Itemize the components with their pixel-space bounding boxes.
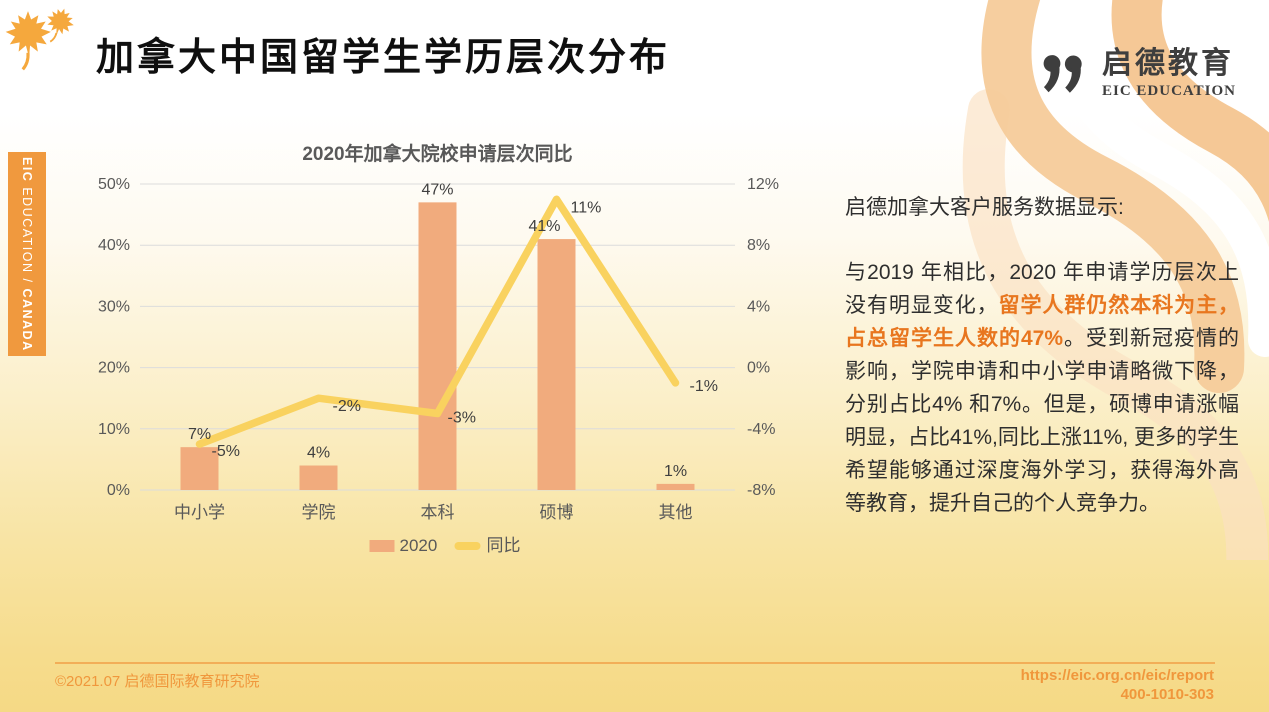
bar-其他 (656, 483, 695, 490)
side-tab-label: EIC EDUCATION / CANADA (20, 157, 34, 352)
bar-value-label: 7% (188, 426, 211, 443)
x-axis-label: 学院 (302, 503, 336, 522)
line-value-label: -2% (333, 398, 361, 415)
right-axis-tick: 8% (747, 237, 770, 254)
right-axis-tick: -4% (747, 421, 775, 438)
combo-chart: 2020年加拿大院校申请层次同比 0% -8% 10% -4% 20% 0% 30% 4% 40%… (85, 140, 785, 572)
x-axis-label: 硕博 (540, 503, 574, 522)
bar-中小学 (180, 447, 219, 490)
chart-title: 2020年加拿大院校申请层次同比 (302, 142, 572, 165)
footer-contact: https://eic.org.cn/eic/report 400-1010-3… (1021, 666, 1214, 704)
bar-硕博 (537, 239, 576, 490)
page-title: 加拿大中国留学生学历层次分布 (96, 37, 671, 79)
right-axis-tick: -8% (747, 482, 775, 499)
footer-url: https://eic.org.cn/eic/report (1020, 667, 1214, 684)
x-axis-label: 中小学 (174, 503, 225, 522)
eic-logo-text: 启德教育 EIC EDUCATION (1102, 47, 1236, 100)
bar-value-label: 1% (664, 463, 687, 480)
x-axis-label: 其他 (659, 503, 693, 522)
legend-swatch-line (454, 542, 481, 550)
legend-label-2020: 2020 (400, 536, 438, 555)
insight-heading: 启德加拿大客户服务数据显示: (845, 196, 1124, 219)
line-value-label: -5% (212, 443, 240, 460)
bar-value-label: 47% (421, 181, 453, 198)
x-axis-label: 本科 (421, 503, 455, 522)
left-axis-tick: 0% (107, 482, 130, 499)
insight-text-post: 。受到新冠疫情的影响，学院申请和中小学申请略微下降，分别占比4% 和7%。但是，… (845, 327, 1240, 515)
line-value-label: -3% (448, 410, 476, 427)
maple-leaves-icon (5, 8, 74, 71)
eic-logo-en: EIC EDUCATION (1102, 82, 1236, 99)
line-value-label: 11% (571, 199, 602, 216)
line-value-label: -1% (690, 378, 718, 395)
right-axis-tick: 12% (747, 176, 779, 193)
insight-paragraph: 与2019 年相比，2020 年申请学历层次上没有明显变化，留学人群仍然本科为主… (845, 256, 1239, 520)
left-axis-tick: 20% (98, 360, 130, 377)
left-axis-tick: 40% (98, 237, 130, 254)
legend-swatch-2020 (369, 540, 395, 552)
right-axis-tick: 4% (747, 298, 770, 315)
bar-本科 (418, 202, 457, 491)
side-tab-canada: EIC EDUCATION / CANADA (8, 152, 46, 356)
right-axis-tick: 0% (747, 360, 770, 377)
bar-学院 (299, 465, 338, 490)
insight-text-pre: 与2019 年相比，2020 年申请学历层次上没有明显变化， (845, 261, 1239, 317)
bar-value-label: 41% (528, 218, 560, 235)
maple-leaf-small (47, 8, 74, 43)
insight-block: 启德加拿大客户服务数据显示: 与2019 年相比，2020 年申请学历层次上没有… (845, 192, 1239, 520)
eic-logo-icon (1043, 55, 1082, 93)
bar-value-label: 4% (307, 445, 330, 462)
chart-svg: 2020年加拿大院校申请层次同比 0% -8% 10% -4% 20% 0% 30% 4% 40%… (98, 142, 779, 555)
side-tab-eic: EIC (20, 156, 34, 183)
eic-logo: 启德教育 EIC EDUCATION (1036, 40, 1236, 106)
footer-copyright: ©2021.07 启德国际教育研究院 (55, 673, 260, 690)
left-axis-tick: 50% (98, 176, 130, 193)
trend-line (195, 195, 680, 448)
left-axis-tick: 30% (98, 298, 130, 315)
insight-text-highlight: 留学人群仍然本科为主，占总留学生人数的47% (845, 294, 1240, 350)
side-tab-education: EDUCATION / (20, 182, 34, 289)
left-axis-tick: 10% (98, 421, 130, 438)
legend-label-line: 同比 (487, 536, 521, 555)
maple-leaf-large (5, 11, 51, 71)
eic-logo-cn: 启德教育 (1102, 46, 1234, 80)
footer-divider (55, 662, 1215, 664)
footer-phone: 400-1010-303 (1120, 686, 1214, 703)
side-tab-canada-label: CANADA (20, 288, 34, 352)
